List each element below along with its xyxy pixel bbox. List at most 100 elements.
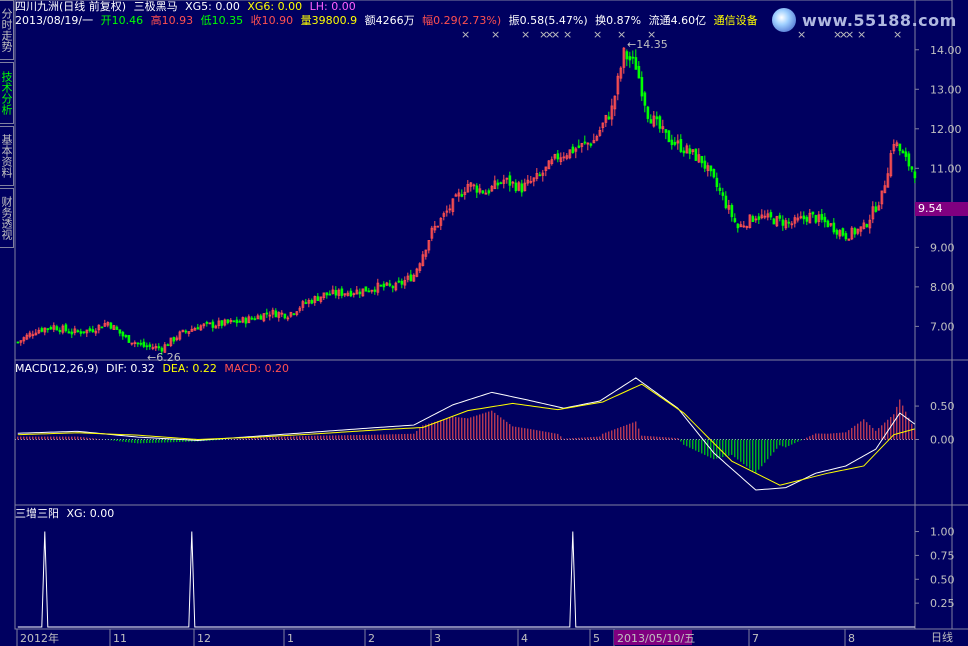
sector-name[interactable]: 通信设备	[713, 14, 758, 27]
candle	[115, 326, 119, 330]
candle	[469, 182, 473, 187]
candle	[445, 210, 449, 213]
candle	[136, 342, 140, 345]
candle	[568, 149, 572, 159]
candle	[124, 335, 128, 338]
stock-title: 四川九洲(日线 前复权)	[15, 0, 127, 13]
candle	[613, 95, 617, 110]
signal-mark: ×	[647, 28, 656, 41]
candle	[610, 105, 614, 120]
candle	[766, 213, 770, 218]
candle	[286, 317, 290, 320]
candle	[733, 218, 737, 223]
candle	[676, 140, 680, 144]
candle	[127, 334, 131, 343]
candle	[691, 149, 695, 153]
candle	[739, 224, 743, 228]
site-logo-icon	[772, 8, 796, 32]
candle	[169, 337, 173, 346]
candle	[586, 142, 590, 145]
close-price: 收10.90	[250, 14, 294, 27]
candle	[67, 331, 71, 334]
candle	[898, 143, 902, 152]
candle	[58, 329, 62, 333]
indicator-name[interactable]: 三极黑马	[133, 0, 178, 13]
candle	[679, 139, 683, 152]
candle	[520, 183, 524, 193]
candle	[868, 219, 872, 229]
candle	[808, 212, 812, 224]
amount-value: 额4266万	[364, 14, 415, 27]
candle	[103, 323, 107, 327]
candle	[772, 218, 776, 225]
candle	[892, 144, 896, 152]
xg-series[interactable]	[17, 531, 915, 628]
watermark: www.55188.com	[768, 6, 968, 34]
candle	[454, 194, 458, 197]
candle	[175, 337, 179, 341]
tab-intraday[interactable]: 分时走势	[0, 0, 14, 60]
candle	[670, 139, 674, 146]
signal-mark: ×	[563, 28, 572, 41]
candle	[466, 184, 470, 193]
candle	[874, 206, 878, 212]
candle	[751, 216, 755, 222]
xg-axis: 1.00 0.75 0.50 0.25	[915, 526, 955, 610]
candle	[727, 205, 731, 210]
candle	[658, 116, 662, 129]
candle	[826, 220, 830, 228]
tab-technical-analysis[interactable]: 技术分析	[0, 62, 14, 124]
candle	[316, 296, 320, 302]
dea-value: DEA: 0.22	[162, 362, 217, 375]
candle	[517, 182, 521, 191]
amplitude-value: 振0.58(5.47%)	[508, 14, 588, 27]
candle	[379, 284, 383, 287]
macd-histogram[interactable]	[17, 399, 916, 474]
chart-header-line2: 2013/08/19/一 开10.46 高10.93 低10.35 收10.90…	[15, 14, 762, 28]
candle	[301, 301, 305, 308]
candle	[514, 182, 518, 192]
candle	[595, 136, 599, 141]
candle	[94, 330, 98, 334]
candle	[583, 141, 587, 144]
candle	[43, 327, 47, 333]
candle	[283, 313, 287, 319]
candle	[61, 325, 65, 333]
xg-tick-label: 1.00	[930, 526, 955, 539]
chart-header-line1: 四川九洲(日线 前复权) 三极黑马 XG5: 0.00 XG6: 0.00 LH…	[15, 0, 360, 14]
candle	[481, 190, 485, 194]
candle	[802, 215, 806, 220]
candle	[172, 337, 176, 342]
candle	[460, 194, 464, 197]
candle	[877, 205, 881, 211]
candle	[199, 325, 203, 331]
watermark-text: www.55188.com	[802, 11, 957, 30]
candle	[289, 311, 293, 317]
tab-financials[interactable]: 财务透视	[0, 188, 14, 248]
candle	[463, 191, 467, 195]
candle	[715, 177, 719, 188]
dif-value: DIF: 0.32	[106, 362, 155, 375]
candle	[325, 292, 329, 296]
candle	[28, 332, 32, 337]
xg-indicator-name[interactable]: 三增三阳	[15, 507, 59, 520]
candle	[706, 165, 710, 171]
candle	[457, 192, 461, 197]
period-tab[interactable]: 日线	[931, 631, 953, 644]
candle	[865, 224, 869, 228]
macd-lines[interactable]	[17, 377, 916, 491]
candlestick-series[interactable]	[16, 47, 917, 356]
macd-name[interactable]: MACD(12,26,9)	[15, 362, 99, 375]
candle	[232, 320, 236, 323]
candle	[70, 331, 74, 335]
tab-basic-info[interactable]: 基本资料	[0, 126, 14, 186]
date-label: 2012年	[20, 631, 59, 645]
candle	[73, 328, 77, 334]
date-label: 11	[113, 632, 127, 645]
candle	[550, 159, 554, 165]
candle	[406, 275, 410, 280]
candle	[631, 56, 635, 59]
candle	[646, 106, 650, 119]
candle	[376, 282, 380, 293]
